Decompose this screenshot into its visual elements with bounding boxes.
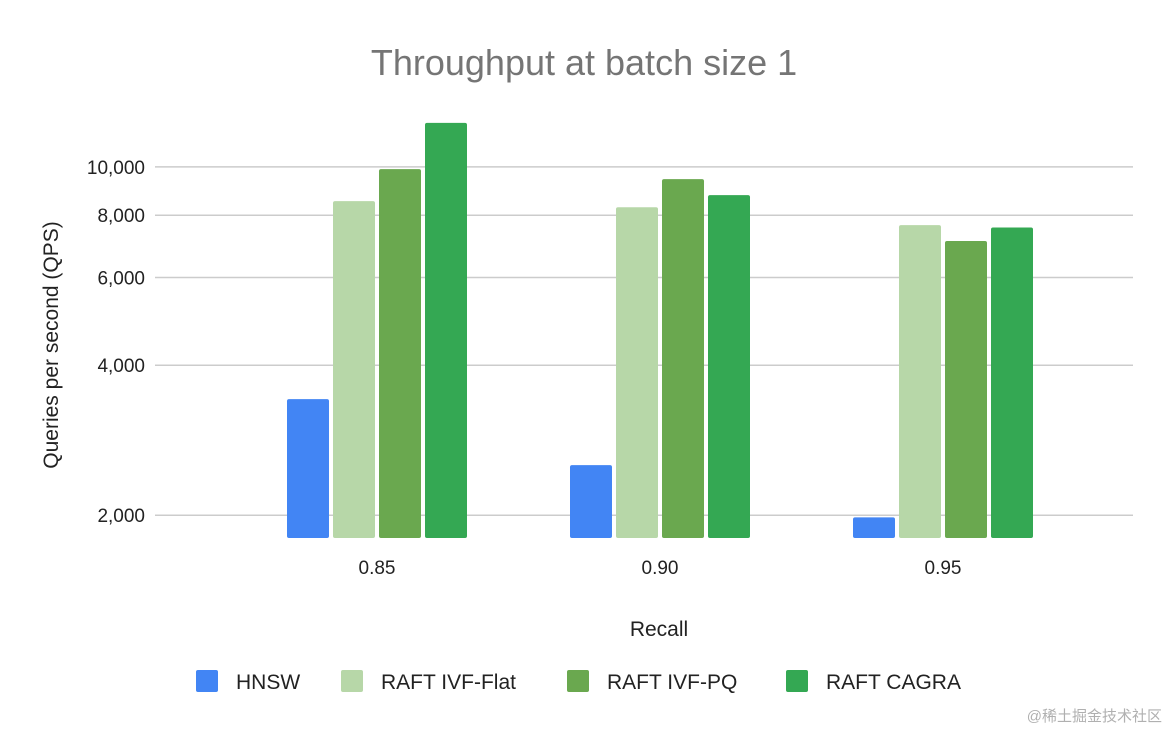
x-tick-label: 0.90 xyxy=(642,558,679,579)
bar-raft-cagra-0.95 xyxy=(991,227,1033,539)
bar-raft-ivf-pq-0.90 xyxy=(662,179,704,538)
bar-raft-ivf-pq-0.85 xyxy=(379,169,421,538)
bar-hnsw-0.85 xyxy=(287,399,329,538)
bar-hnsw-0.95 xyxy=(853,517,895,538)
legend-label: RAFT CAGRA xyxy=(826,671,961,694)
bars xyxy=(287,122,1033,539)
y-tick-labels: 2,000 4,000 6,000 8,000 10,000 xyxy=(87,158,145,527)
legend-swatch xyxy=(341,670,363,692)
legend-swatch xyxy=(786,670,808,692)
legend: HNSW RAFT IVF-Flat RAFT IVF-PQ RAFT CAGRA xyxy=(196,670,961,694)
bar-raft-ivf-pq-0.95 xyxy=(945,241,987,539)
legend-label: HNSW xyxy=(236,671,300,694)
y-tick-label: 2,000 xyxy=(97,506,145,527)
x-tick-labels: 0.85 0.90 0.95 xyxy=(359,558,962,579)
bar-raft-cagra-0.85 xyxy=(425,122,467,539)
y-tick-label: 4,000 xyxy=(97,356,145,377)
watermark: @稀土掘金技术社区 xyxy=(1026,708,1162,725)
legend-swatch xyxy=(567,670,589,692)
legend-label: RAFT IVF-Flat xyxy=(381,671,516,694)
bar-hnsw-0.90 xyxy=(570,465,612,538)
legend-label: RAFT IVF-PQ xyxy=(607,671,737,694)
y-axis-label: Queries per second (QPS) xyxy=(40,221,63,468)
x-tick-label: 0.85 xyxy=(359,558,396,579)
bar-raft-ivf-flat-0.85 xyxy=(333,201,375,538)
legend-swatch xyxy=(196,670,218,692)
y-tick-label: 10,000 xyxy=(87,158,145,179)
bar-raft-ivf-flat-0.90 xyxy=(616,207,658,538)
y-tick-label: 6,000 xyxy=(97,268,145,289)
chart-title: Throughput at batch size 1 xyxy=(371,42,797,83)
bar-raft-ivf-flat-0.95 xyxy=(899,225,941,538)
x-tick-label: 0.95 xyxy=(925,558,962,579)
x-axis-label: Recall xyxy=(630,618,688,641)
y-tick-label: 8,000 xyxy=(97,206,145,227)
bar-raft-cagra-0.90 xyxy=(708,195,750,538)
